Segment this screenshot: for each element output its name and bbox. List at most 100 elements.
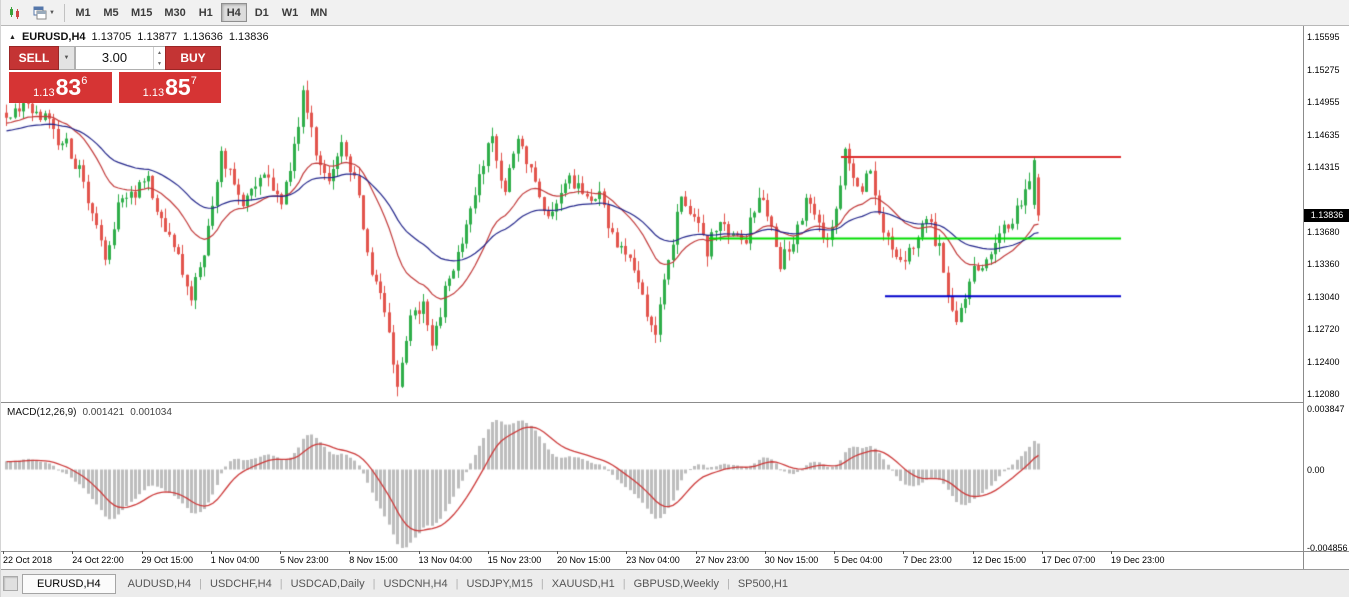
- time-axis-tick: [280, 551, 281, 554]
- time-axis-label: 20 Nov 15:00: [557, 555, 611, 565]
- time-axis-tick: [557, 551, 558, 554]
- high-value: 1.13877: [137, 31, 178, 43]
- tab-container: EURUSD,H4 AUDUSD,H4 | USDCHF,H4 | USDCAD,Dail…: [22, 573, 796, 594]
- sell-price-display[interactable]: 1.13 83 6: [9, 72, 112, 103]
- tab-sp500-h1[interactable]: SP500,H1: [737, 577, 788, 590]
- timeframe-button-m30[interactable]: M30: [164, 7, 186, 19]
- stepper-up-icon[interactable]: ▲: [157, 49, 162, 56]
- timeframe-button-h1[interactable]: H1: [198, 7, 213, 19]
- toolbar: ▼ M1 M5 M15 M30 H1 H4 D1 W1 MN: [1, 0, 1349, 26]
- price-axis-separator: [1303, 26, 1304, 569]
- tab-divider: |: [622, 577, 626, 590]
- sell-price-prefix: 1.13: [33, 87, 55, 99]
- tab-usdcad-daily[interactable]: USDCAD,Daily: [290, 577, 365, 590]
- low-value: 1.13636: [183, 31, 223, 43]
- macd-indicator-canvas[interactable]: [1, 404, 1303, 551]
- tab-divider: |: [372, 577, 376, 590]
- time-axis-tick: [834, 551, 835, 554]
- timeframe-button-w1[interactable]: W1: [281, 7, 299, 19]
- current-price-badge: 1.13836: [1304, 208, 1349, 222]
- macd-name: MACD(12,26,9): [7, 407, 77, 418]
- macd-axis-label: 0.00: [1307, 465, 1325, 475]
- buy-button[interactable]: BUY: [165, 46, 221, 70]
- macd-axis-label: 0.003847: [1307, 403, 1345, 414]
- tab-usdjpy-m15[interactable]: USDJPY,M15: [466, 577, 533, 590]
- price-axis-label: 1.13360: [1307, 259, 1340, 270]
- chart-ohlc-header: ▲ EURUSD,H4 1.13705 1.13877 1.13636 1.13…: [9, 31, 269, 43]
- price-axis-label: 1.15275: [1307, 64, 1340, 75]
- tab-usdchf-h4[interactable]: USDCHF,H4: [210, 577, 272, 590]
- time-axis-label: 29 Oct 15:00: [141, 555, 194, 565]
- time-axis-tick: [764, 551, 766, 554]
- tab-divider: |: [455, 577, 459, 590]
- toolbar-separator: [63, 3, 65, 22]
- tab-divider: |: [199, 577, 203, 590]
- buy-price-big: 85: [165, 74, 191, 100]
- tab-audusd-h4[interactable]: AUDUSD,H4: [127, 577, 192, 590]
- sell-options-caret-button[interactable]: ▼: [59, 46, 75, 70]
- time-axis-label: 23 Nov 04:00: [626, 555, 680, 565]
- time-axis-label: 1 Nov 04:00: [210, 555, 260, 565]
- volume-input[interactable]: 3.00 ▲ ▼: [75, 46, 165, 70]
- time-axis-tick: [1041, 551, 1043, 554]
- price-axis-label: 1.15595: [1307, 32, 1340, 43]
- time-axis-tick: [487, 551, 489, 554]
- timeframe-button-h4[interactable]: H4: [220, 3, 247, 22]
- time-axis-label: 5 Nov 23:00: [280, 555, 329, 565]
- candlestick-chart-icon-button[interactable]: [4, 3, 26, 23]
- time-axis-tick: [210, 551, 212, 554]
- tab-eurusd-h4[interactable]: EURUSD,H4: [22, 573, 116, 594]
- time-axis-label: 17 Dec 07:00: [1041, 555, 1096, 565]
- timeframe-button-mn[interactable]: MN: [310, 7, 328, 19]
- price-axis-label: 1.13040: [1307, 291, 1340, 302]
- time-axis-label: 24 Oct 22:00: [72, 555, 124, 565]
- time-axis-label: 5 Dec 04:00: [834, 555, 883, 565]
- time-axis-tick: [972, 551, 974, 554]
- time-axis-tick: [418, 551, 420, 554]
- sell-price-big: 83: [55, 74, 82, 100]
- timeframe-button-m15[interactable]: M15: [130, 7, 153, 19]
- buy-price-display[interactable]: 1.13 85 7: [118, 72, 221, 103]
- timeframe-button-d1[interactable]: D1: [254, 7, 269, 19]
- time-axis-label: 27 Nov 23:00: [695, 555, 750, 565]
- volume-value[interactable]: 3.00: [101, 50, 128, 65]
- timeframe-button-m1[interactable]: M1: [75, 7, 91, 19]
- up-triangle-icon: ▲: [9, 33, 16, 41]
- price-axis-label: 1.14635: [1307, 129, 1340, 140]
- tab-divider: |: [279, 577, 283, 590]
- timeframe-button-m5[interactable]: M5: [103, 7, 119, 19]
- time-axis-label: 15 Nov 23:00: [487, 555, 542, 565]
- price-axis-label: 1.12720: [1307, 324, 1340, 335]
- candlestick-chart-icon: [10, 6, 19, 19]
- time-axis-tick: [695, 551, 697, 554]
- open-value: 1.13705: [91, 31, 132, 43]
- time-axis-label: 22 Oct 2018: [3, 555, 53, 565]
- tab-scroll-button[interactable]: [3, 576, 18, 591]
- symbol-label: EURUSD,H4: [21, 31, 86, 43]
- time-axis-tick: [903, 551, 905, 554]
- time-axis-tick: [1111, 551, 1112, 554]
- time-axis-tick: [141, 551, 143, 554]
- time-axis-label: 19 Dec 23:00: [1111, 555, 1165, 565]
- time-axis-label: 30 Nov 15:00: [764, 555, 819, 565]
- tab-divider: |: [540, 577, 544, 590]
- time-axis-label: 8 Nov 15:00: [349, 555, 398, 565]
- macd-header: MACD(12,26,9) 0.001421 0.001034: [7, 407, 172, 418]
- stepper-down-icon[interactable]: ▼: [157, 60, 162, 67]
- tab-xauusd-h1[interactable]: XAUUSD,H1: [551, 577, 615, 590]
- price-axis-label: 1.12400: [1307, 356, 1340, 367]
- buy-price-prefix: 1.13: [142, 87, 165, 99]
- time-axis-tick: [349, 551, 351, 554]
- time-axis-label: 12 Dec 15:00: [972, 555, 1027, 565]
- tab-gbpusd-weekly[interactable]: GBPUSD,Weekly: [633, 577, 719, 590]
- chart-templates-button[interactable]: ▼: [29, 3, 59, 23]
- time-axis-tick: [3, 551, 4, 554]
- price-axis-label: 1.13680: [1307, 226, 1340, 237]
- time-axis: 22 Oct 2018 24 Oct 22:00 29 Oct 15:00 1 Nov…: [1, 551, 1303, 569]
- tab-usdcnh-h4[interactable]: USDCNH,H4: [383, 577, 448, 590]
- price-axis-label: 1.12080: [1307, 389, 1340, 400]
- window-splitter[interactable]: [1, 402, 1303, 403]
- sell-button[interactable]: SELL: [9, 46, 59, 70]
- volume-stepper[interactable]: ▲ ▼: [153, 47, 165, 69]
